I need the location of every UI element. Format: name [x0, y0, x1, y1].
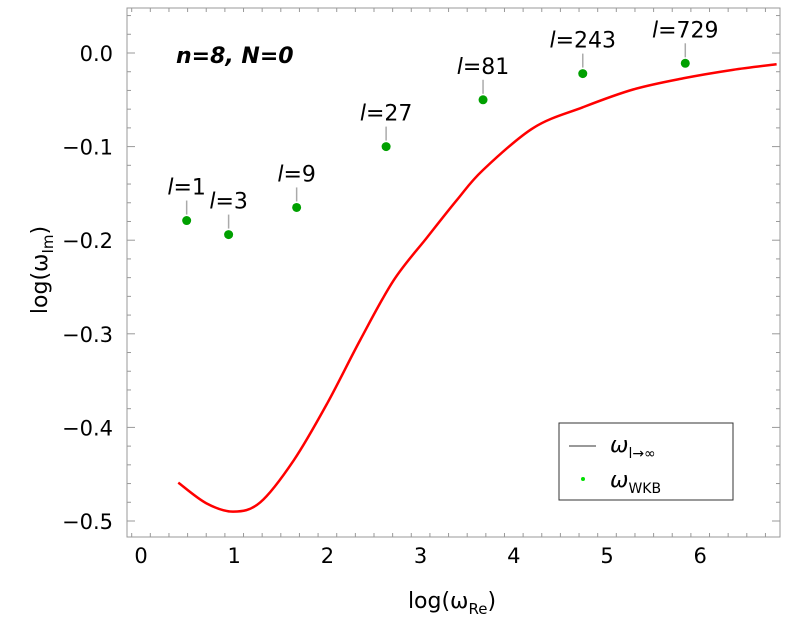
y-axis-label-close: ): [28, 226, 53, 235]
y-tick-label: −0.2: [62, 229, 113, 253]
x-tick-label: 1: [228, 544, 241, 568]
legend-label-line: ωl→∞: [610, 433, 656, 462]
point-label-l: l: [457, 55, 463, 80]
x-axis-label-main: log(ω: [408, 589, 469, 614]
point-label-l: l: [549, 29, 555, 54]
x-axis-label-close: ): [487, 589, 496, 614]
y-axis-label: log(ωIm): [28, 226, 57, 314]
y-axis-label-main: log(ω: [28, 254, 53, 315]
y-tick-label: −0.5: [62, 510, 113, 534]
y-tick-label: −0.4: [62, 416, 113, 440]
x-tick-label: 5: [600, 544, 613, 568]
x-axis-label-sub: Re: [468, 600, 487, 618]
legend-label-main: ω: [610, 468, 628, 493]
point-label-value: =81: [463, 55, 509, 80]
x-tick-label: 3: [414, 544, 427, 568]
point-label-l: l: [209, 190, 215, 215]
y-tick-label: −0.1: [62, 136, 113, 160]
point-label-value: =1: [174, 176, 206, 201]
plot-frame: [126, 7, 781, 538]
point-label-l: l: [167, 176, 173, 201]
legend-label-sub: l→∞: [628, 446, 655, 462]
point-label: l=729: [652, 18, 719, 43]
point-label-l: l: [360, 102, 366, 127]
x-tick-label: 4: [507, 544, 520, 568]
point-label: l=243: [549, 29, 616, 54]
y-axis-label-sub: Im: [39, 235, 57, 254]
data-point-wkb: [182, 216, 192, 226]
point-label-value: =729: [658, 18, 718, 43]
legend-swatch-point: [581, 477, 585, 481]
annotation: n=8, N=0: [176, 44, 294, 69]
point-label: l=1: [167, 176, 206, 201]
legend: ωl→∞ωWKB: [558, 422, 734, 501]
data-point-wkb: [680, 58, 690, 68]
data-point-wkb: [478, 95, 488, 105]
data-point-wkb: [292, 202, 302, 212]
point-label: l=3: [209, 190, 248, 215]
point-label-value: =9: [283, 162, 315, 187]
x-axis-label: log(ωRe): [408, 589, 496, 618]
point-label: l=9: [277, 162, 316, 187]
data-point-wkb: [381, 142, 391, 152]
x-tick-label: 2: [321, 544, 334, 568]
series-line-l-infinity: [177, 62, 777, 513]
point-label: l=27: [360, 102, 413, 127]
point-label-value: =27: [366, 102, 412, 127]
x-tick-label: 6: [694, 544, 707, 568]
legend-label-sub: WKB: [628, 481, 661, 497]
point-label: l=81: [457, 55, 510, 80]
point-label-l: l: [652, 18, 658, 43]
data-point-wkb: [578, 69, 588, 79]
legend-label-points: ωWKB: [610, 468, 661, 497]
legend-label-main: ω: [610, 433, 628, 458]
legend-box: [558, 422, 734, 501]
x-tick-label: 0: [134, 544, 147, 568]
point-label-l: l: [277, 162, 283, 187]
point-label-value: =3: [215, 190, 247, 215]
point-label-value: =243: [556, 29, 616, 54]
y-tick-label: 0.0: [80, 42, 113, 66]
data-point-wkb: [224, 230, 234, 240]
y-tick-label: −0.3: [62, 323, 113, 347]
